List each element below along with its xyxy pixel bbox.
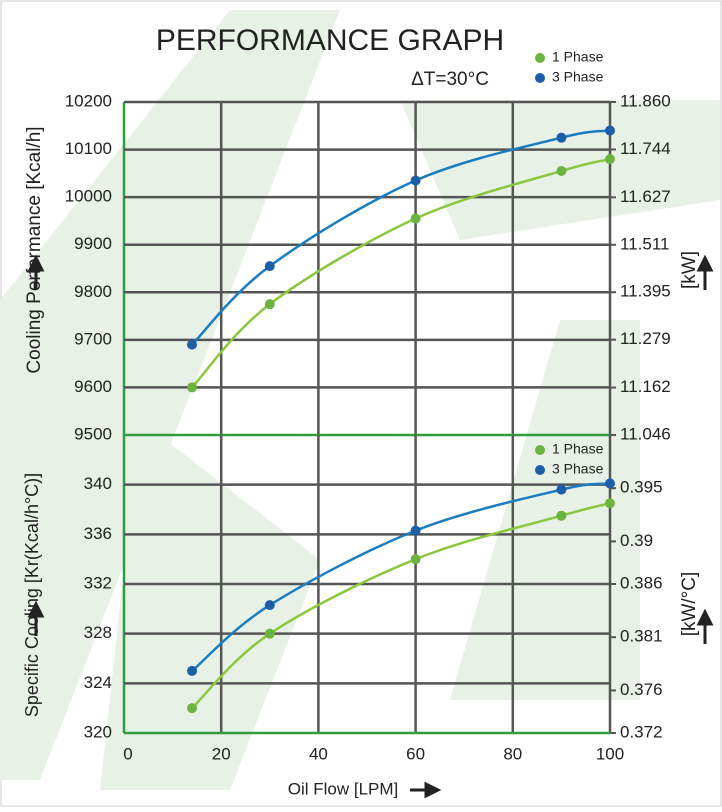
arrows: [27, 254, 714, 799]
data-point: [605, 478, 615, 489]
y2-tick-label: 0.395: [620, 478, 663, 497]
data-point: [556, 484, 567, 495]
legend-label: 3 Phase: [552, 69, 604, 85]
y-tick-label: 10100: [65, 139, 112, 158]
legend-label: 1 Phase: [552, 49, 604, 65]
y-tick-label: 10200: [65, 91, 112, 110]
y2-tick-label: 11.860: [620, 91, 671, 110]
data-point: [264, 261, 275, 272]
y-tick-label: 10000: [65, 187, 112, 206]
x-tick-label: 60: [406, 744, 425, 763]
y-axis-label: Cooling Performance [Kcal/h]: [24, 126, 45, 373]
data-point: [605, 125, 615, 136]
legend-label: 1 Phase: [552, 441, 604, 457]
data-point: [410, 525, 421, 536]
y2-axis-label: [kW]: [679, 251, 700, 289]
data-point: [410, 213, 421, 224]
chart-title: PERFORMANCE GRAPH: [156, 24, 504, 57]
legend-marker: [535, 73, 545, 83]
y-tick-label: 340: [84, 474, 112, 493]
legend-label: 3 Phase: [552, 461, 604, 477]
x-tick-label: 20: [212, 744, 231, 763]
watermark: [0, 10, 720, 790]
y-tick-label: 336: [84, 524, 112, 543]
y2-tick-label: 11.162: [620, 377, 671, 396]
y2-tick-label: 0.386: [620, 573, 663, 592]
y2-axis-label: [kW/°C]: [679, 572, 700, 637]
y-tick-label: 332: [84, 573, 112, 592]
data-point: [264, 628, 275, 639]
data-point: [605, 154, 615, 165]
y-tick-label: 320: [84, 722, 112, 741]
x-tick-label: 80: [503, 744, 522, 763]
x-tick-label: 0: [123, 744, 132, 763]
y2-tick-label: 0.376: [620, 680, 663, 699]
y2-tick-label: 11.744: [620, 139, 671, 158]
y2-tick-label: 11.395: [620, 282, 671, 301]
data-point: [264, 600, 275, 611]
data-point: [556, 510, 567, 521]
annotation: ΔT=30°C: [411, 69, 489, 90]
y-tick-label: 324: [84, 673, 112, 692]
y2-tick-label: 11.279: [620, 329, 671, 348]
data-point: [264, 299, 275, 310]
data-point: [187, 665, 198, 676]
data-point: [187, 703, 198, 714]
data-point: [187, 339, 198, 350]
y2-tick-label: 0.39: [620, 531, 653, 550]
x-tick-label: 40: [309, 744, 328, 763]
data-point: [556, 165, 567, 176]
y2-tick-label: 11.627: [620, 187, 671, 206]
y-tick-label: 9500: [74, 424, 112, 443]
y-tick-label: 328: [84, 623, 112, 642]
y2-tick-label: 11.511: [620, 234, 669, 253]
y-tick-label: 9700: [74, 329, 112, 348]
data-point: [410, 554, 421, 565]
legend-marker: [535, 465, 545, 475]
legend-marker: [535, 53, 545, 63]
y2-tick-label: 0.372: [620, 722, 663, 741]
y-tick-label: 9900: [74, 234, 112, 253]
data-point: [187, 382, 198, 393]
data-point: [605, 498, 615, 509]
y-tick-label: 9800: [74, 282, 112, 301]
y-tick-label: 9600: [74, 377, 112, 396]
y-axis-label: Specific Cooling [Kr(Kcal/h°C)]: [22, 473, 42, 717]
legend-marker: [535, 445, 545, 455]
data-point: [410, 175, 421, 186]
y2-tick-label: 11.046: [620, 424, 671, 443]
x-tick-label: 100: [596, 744, 624, 763]
data-point: [556, 132, 567, 143]
x-axis-label: Oil Flow [LPM]: [288, 779, 399, 798]
y2-tick-label: 0.381: [620, 627, 663, 646]
